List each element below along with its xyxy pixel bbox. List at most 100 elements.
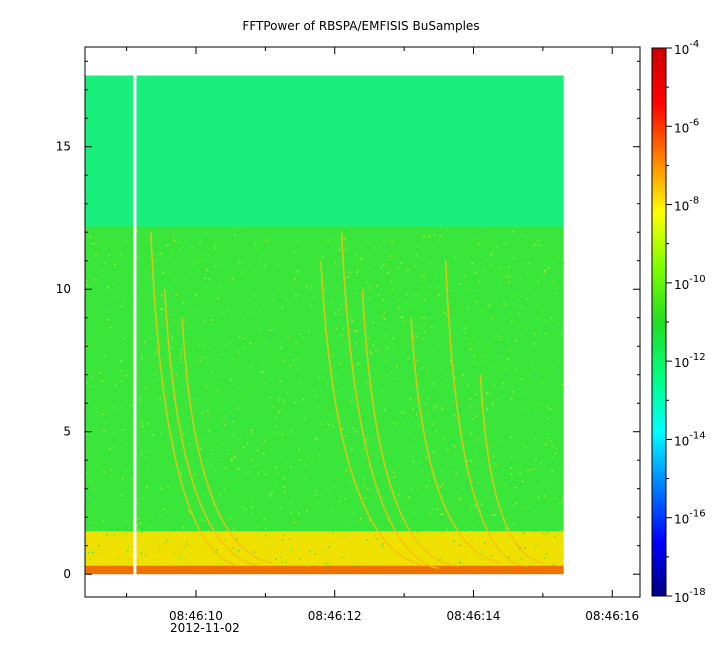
noise-speck — [157, 405, 160, 408]
noise-speck — [283, 360, 286, 362]
noise-speck — [163, 343, 166, 345]
noise-speck — [477, 292, 479, 294]
noise-speck — [123, 419, 126, 421]
noise-speck — [272, 405, 275, 408]
noise-speck — [465, 327, 467, 329]
chorus-element-4 — [340, 232, 439, 570]
noise-speck — [226, 316, 228, 318]
noise-speck — [272, 299, 274, 301]
noise-speck — [524, 338, 526, 341]
noise-speck — [395, 429, 397, 432]
chorus-element-5 — [361, 289, 453, 567]
noise-speck — [213, 503, 215, 506]
noise-speck — [523, 446, 526, 449]
noise-speck — [386, 292, 389, 294]
noise-speck — [254, 242, 256, 245]
noise-speck — [377, 322, 380, 324]
noise-speck — [332, 300, 334, 302]
noise-speck — [269, 415, 272, 418]
noise-speck — [142, 491, 144, 493]
noise-speck — [200, 432, 203, 435]
noise-speck — [90, 231, 93, 234]
noise-speck — [97, 545, 100, 547]
noise-speck — [504, 526, 507, 529]
noise-speck — [498, 352, 500, 354]
noise-speck — [136, 553, 139, 555]
noise-speck — [101, 360, 103, 362]
noise-speck — [469, 508, 471, 510]
noise-speck — [386, 347, 389, 350]
noise-speck — [255, 292, 257, 295]
noise-speck — [320, 423, 322, 426]
noise-speck — [94, 377, 96, 380]
noise-speck — [464, 275, 466, 277]
noise-speck — [306, 285, 308, 288]
noise-speck — [432, 348, 435, 350]
noise-speck — [396, 359, 399, 362]
noise-speck — [399, 401, 402, 403]
noise-speck — [92, 309, 94, 311]
noise-speck — [440, 349, 443, 352]
noise-speck — [325, 562, 327, 565]
noise-speck — [541, 274, 543, 277]
noise-speck — [384, 329, 387, 331]
noise-speck — [520, 378, 523, 380]
noise-speck — [423, 330, 426, 333]
noise-speck — [301, 362, 304, 365]
noise-speck — [208, 429, 210, 432]
noise-speck — [469, 347, 472, 350]
noise-speck — [140, 399, 142, 401]
noise-speck — [116, 557, 119, 559]
noise-speck — [477, 243, 480, 246]
noise-speck — [487, 473, 490, 475]
noise-speck — [125, 558, 127, 561]
noise-speck — [199, 242, 201, 245]
noise-speck — [286, 391, 288, 394]
noise-speck — [88, 551, 90, 554]
noise-speck — [480, 309, 482, 311]
noise-speck — [107, 286, 109, 289]
noise-speck — [386, 374, 389, 377]
noise-speck — [481, 355, 484, 357]
noise-speck — [217, 297, 220, 300]
noise-speck — [202, 544, 204, 547]
noise-speck — [178, 250, 180, 252]
noise-speck — [333, 544, 336, 546]
noise-speck — [129, 543, 131, 545]
noise-speck — [112, 407, 115, 409]
noise-speck — [504, 275, 506, 278]
noise-speck — [397, 354, 400, 356]
noise-speck — [275, 466, 277, 469]
noise-speck — [527, 304, 529, 306]
noise-speck — [397, 494, 400, 496]
noise-speck — [283, 285, 285, 288]
noise-speck — [344, 388, 347, 391]
noise-speck — [207, 409, 209, 411]
noise-speck — [475, 548, 477, 551]
noise-speck — [368, 519, 371, 521]
noise-speck — [308, 565, 310, 567]
noise-speck — [519, 309, 522, 312]
noise-speck — [257, 426, 260, 428]
noise-speck — [537, 280, 539, 283]
noise-speck — [131, 249, 133, 251]
noise-speck — [314, 437, 317, 439]
noise-speck — [559, 559, 562, 561]
noise-speck — [260, 342, 263, 345]
noise-speck — [211, 319, 214, 321]
noise-speck — [413, 288, 415, 291]
noise-speck — [121, 477, 124, 480]
noise-speck — [234, 234, 236, 236]
noise-speck — [510, 467, 513, 469]
noise-speck — [332, 480, 335, 482]
noise-speck — [355, 337, 358, 339]
noise-speck — [543, 271, 546, 273]
noise-speck — [244, 514, 246, 516]
noise-speck — [515, 283, 518, 285]
noise-speck — [469, 527, 472, 529]
noise-speck — [195, 563, 197, 566]
noise-speck — [136, 537, 139, 539]
noise-speck — [437, 294, 440, 296]
noise-speck — [136, 229, 138, 232]
noise-speck — [290, 348, 293, 351]
